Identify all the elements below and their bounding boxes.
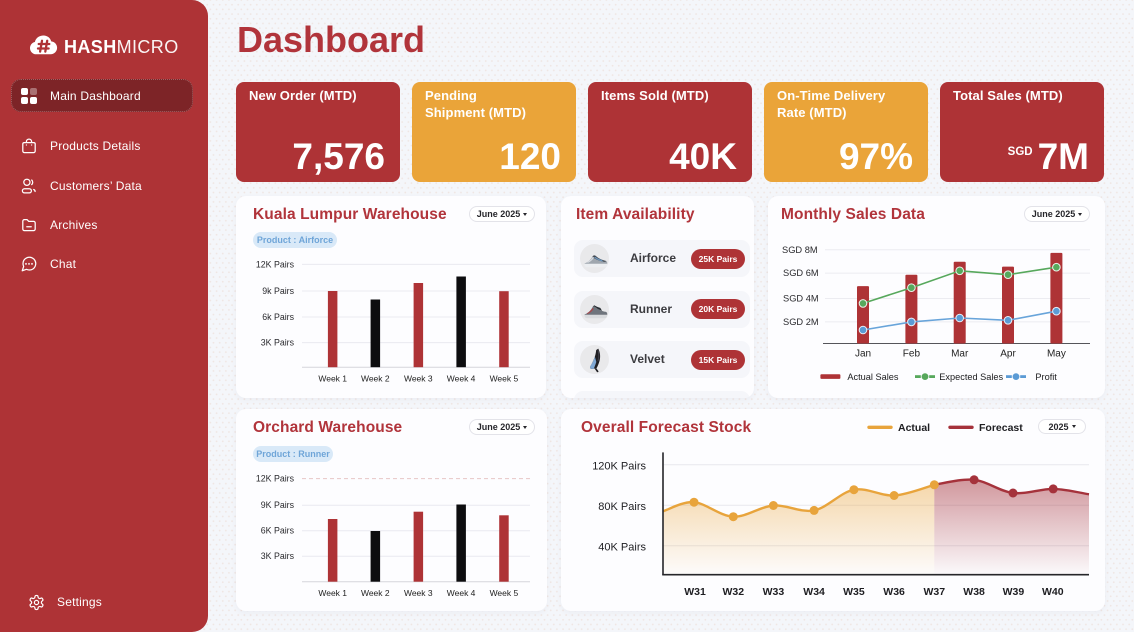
svg-text:Week 1: Week 1 <box>318 588 347 598</box>
svg-text:SGD 6M: SGD 6M <box>783 268 819 278</box>
svg-text:Actual Sales: Actual Sales <box>847 372 898 382</box>
svg-text:Apr: Apr <box>1000 349 1016 360</box>
svg-text:W40: W40 <box>1042 586 1064 598</box>
svg-text:Profit: Profit <box>1035 372 1057 382</box>
svg-text:Actual: Actual <box>898 422 930 434</box>
svg-text:Expected Sales: Expected Sales <box>939 372 1003 382</box>
svg-text:SGD 4M: SGD 4M <box>783 294 819 304</box>
svg-text:Mar: Mar <box>951 349 969 360</box>
svg-text:Feb: Feb <box>903 349 921 360</box>
svg-text:W34: W34 <box>803 586 825 598</box>
svg-text:3K Pairs: 3K Pairs <box>261 551 295 561</box>
svg-text:9k Pairs: 9k Pairs <box>262 286 294 296</box>
svg-text:SGD 2M: SGD 2M <box>783 317 819 327</box>
svg-text:3K Pairs: 3K Pairs <box>261 338 295 348</box>
svg-text:W37: W37 <box>924 586 946 598</box>
svg-text:W36: W36 <box>883 586 905 598</box>
svg-text:Week 3: Week 3 <box>404 374 433 384</box>
svg-text:W39: W39 <box>1003 586 1025 598</box>
svg-text:SGD 8M: SGD 8M <box>782 245 818 255</box>
svg-text:W38: W38 <box>963 586 985 598</box>
svg-text:Week 4: Week 4 <box>447 588 476 598</box>
svg-text:W32: W32 <box>723 586 745 598</box>
svg-text:6k Pairs: 6k Pairs <box>262 312 294 322</box>
svg-text:Jan: Jan <box>855 349 871 360</box>
svg-text:12K Pairs: 12K Pairs <box>256 259 295 269</box>
svg-text:W35: W35 <box>843 586 865 598</box>
svg-text:6K Pairs: 6K Pairs <box>261 526 295 536</box>
svg-text:W31: W31 <box>684 586 706 598</box>
svg-text:9K Pairs: 9K Pairs <box>261 500 295 510</box>
svg-text:Week 5: Week 5 <box>490 588 519 598</box>
svg-text:Week 1: Week 1 <box>318 374 347 384</box>
svg-text:80K Pairs: 80K Pairs <box>598 501 646 513</box>
svg-text:W33: W33 <box>763 586 785 598</box>
svg-text:Week 4: Week 4 <box>447 374 476 384</box>
svg-text:120K Pairs: 120K Pairs <box>592 461 646 473</box>
svg-text:40K Pairs: 40K Pairs <box>598 542 646 554</box>
svg-text:May: May <box>1047 349 1066 360</box>
svg-text:Forecast: Forecast <box>979 422 1023 434</box>
svg-text:Week 2: Week 2 <box>361 588 390 598</box>
svg-text:Week 3: Week 3 <box>404 588 433 598</box>
svg-text:Week 5: Week 5 <box>490 374 519 384</box>
svg-text:12K Pairs: 12K Pairs <box>256 474 295 484</box>
svg-text:Week 2: Week 2 <box>361 374 390 384</box>
